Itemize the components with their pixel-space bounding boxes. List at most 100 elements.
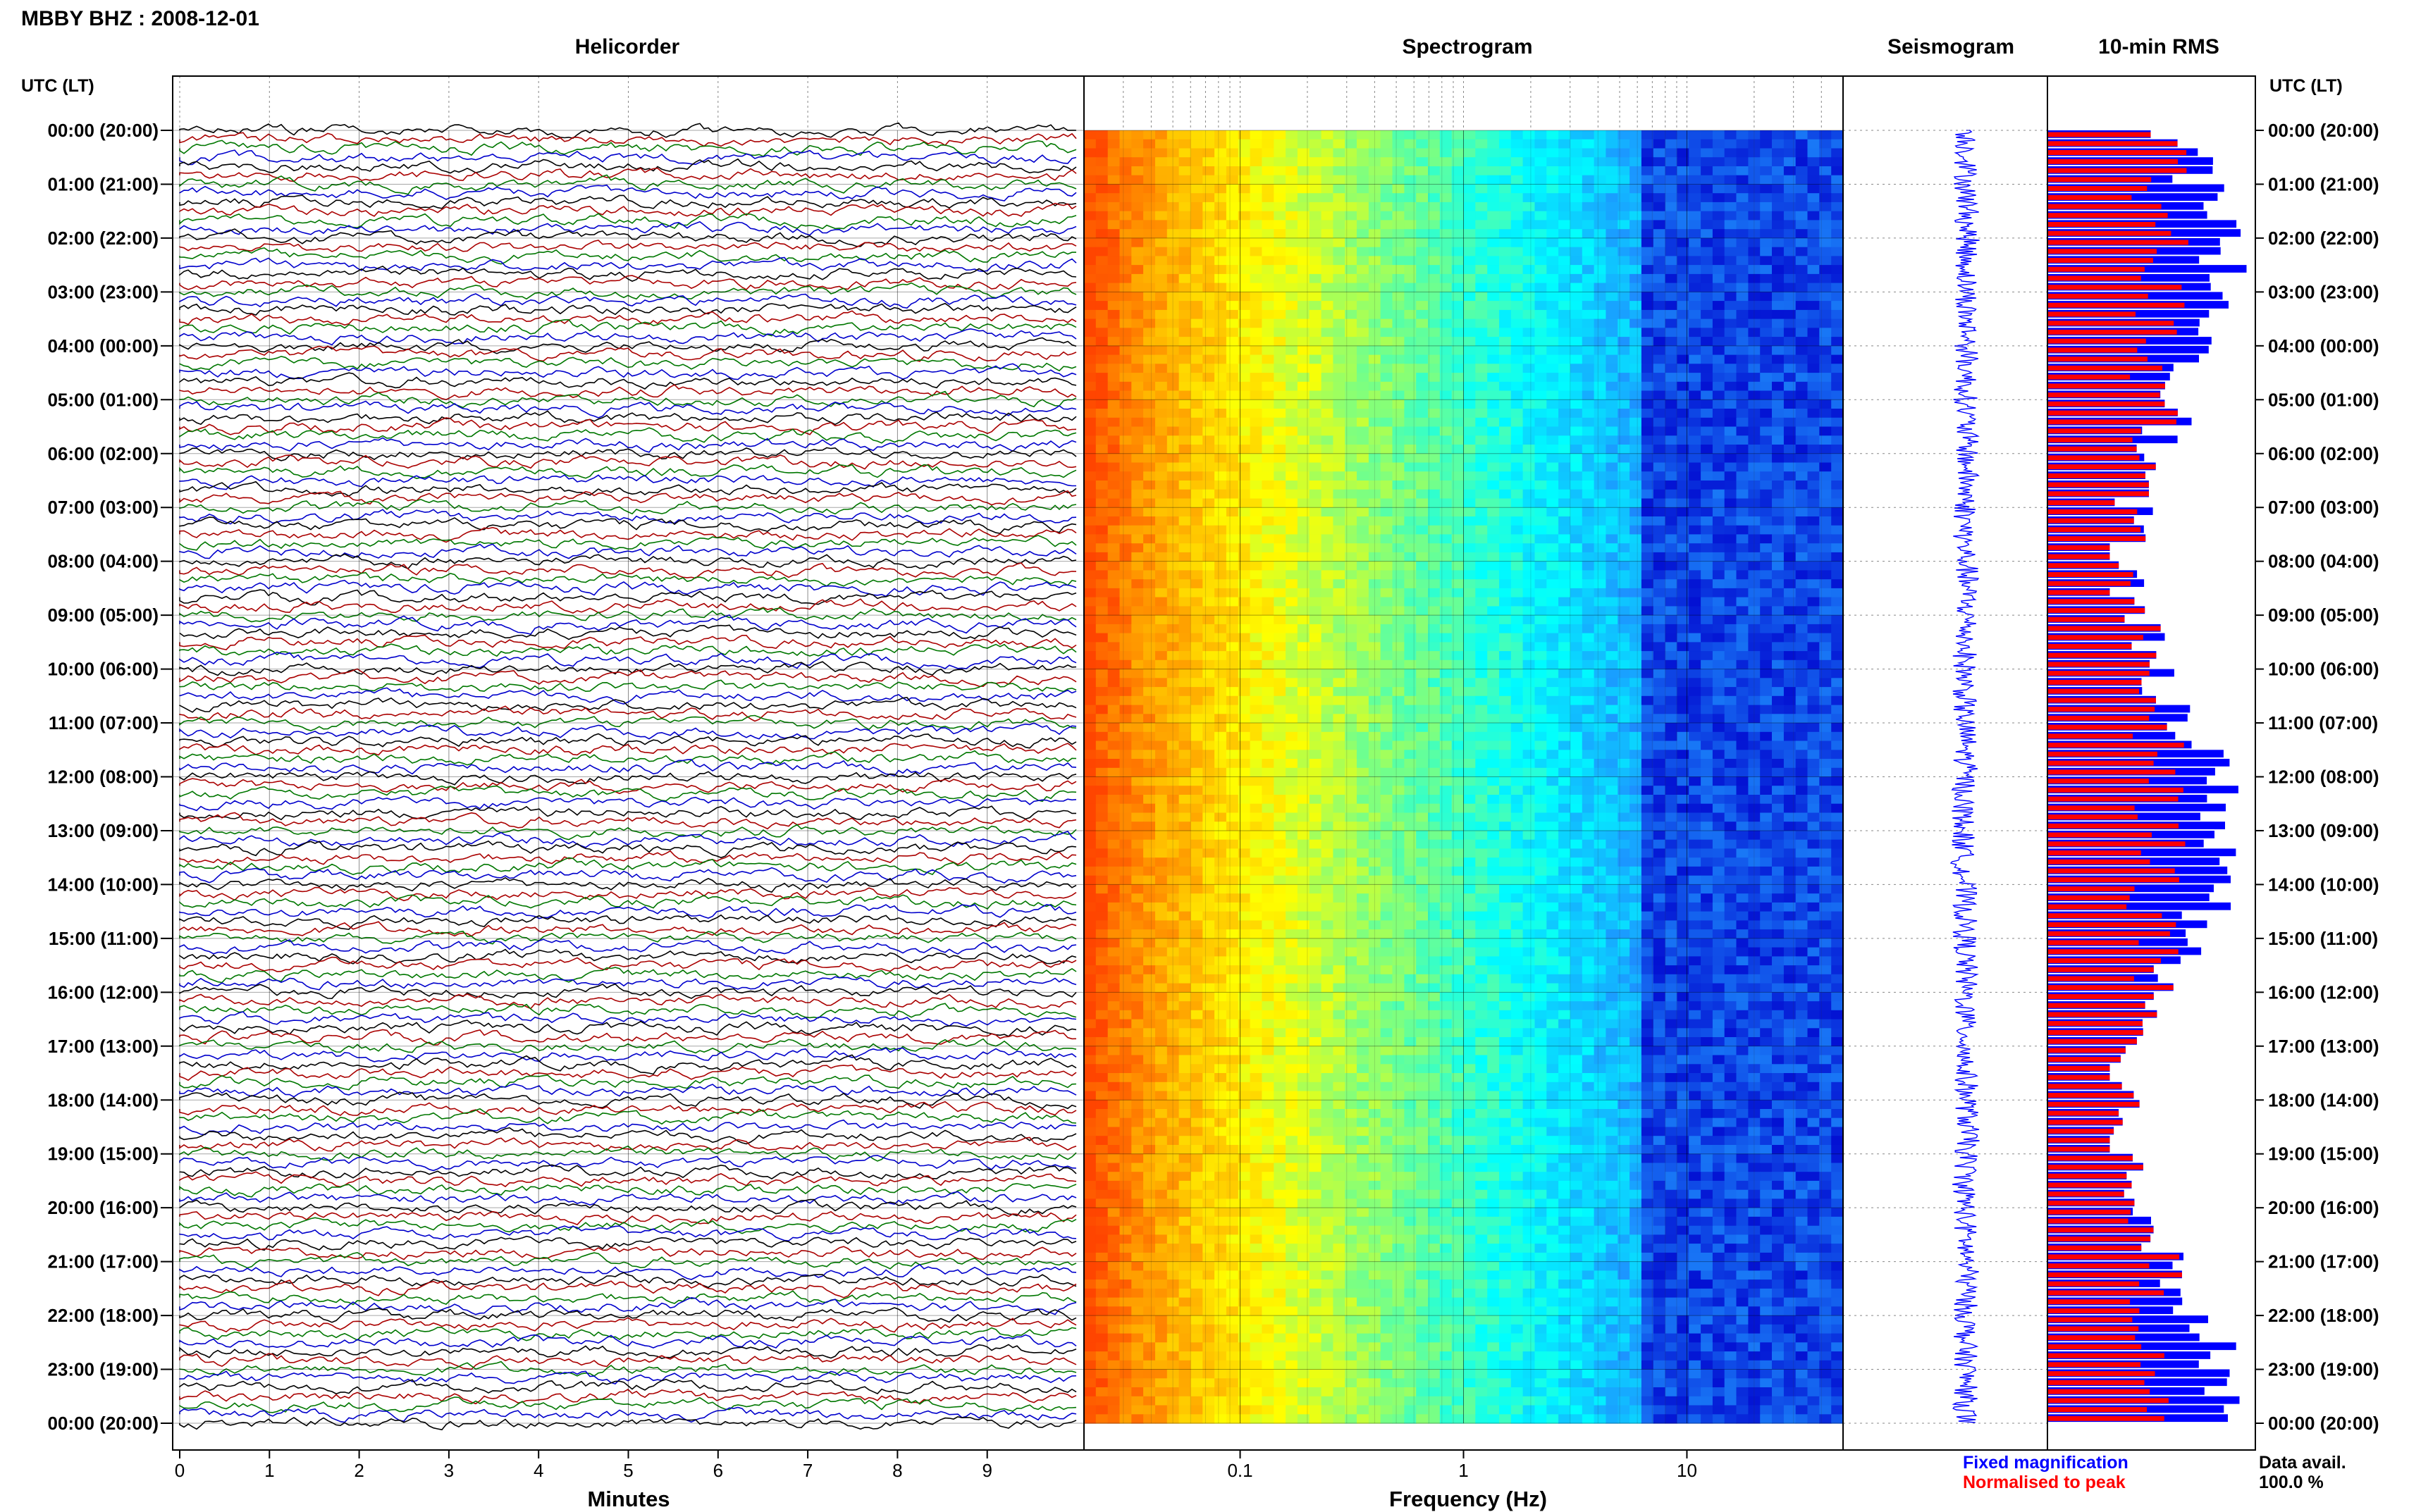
spectrogram-cell (1179, 283, 1191, 292)
spectrogram-cell (1606, 768, 1618, 777)
spectrogram-cell (1155, 490, 1167, 499)
spectrogram-cell (1143, 516, 1155, 526)
spectrogram-cell (1298, 409, 1310, 418)
spectrogram-cell (1298, 471, 1310, 481)
spectrogram-cell (1629, 202, 1641, 211)
spectrogram-cell (1689, 588, 1701, 597)
spectrogram-cell (1760, 238, 1772, 247)
spectrogram-cell (1582, 391, 1594, 400)
spectrogram-cell (1250, 490, 1262, 499)
spectrogram-cell (1772, 786, 1784, 795)
spectrogram-cell (1214, 570, 1226, 579)
spectrogram-cell (1357, 283, 1369, 292)
spectrogram-cell (1321, 202, 1333, 211)
spectrogram-cell (1689, 597, 1701, 607)
spectrogram-cell (1143, 229, 1155, 238)
spectrogram-cell (1286, 274, 1298, 283)
spectrogram-cell (1155, 310, 1167, 319)
spectrogram-cell (1653, 211, 1665, 221)
spectrogram-cell (1131, 355, 1143, 364)
spectrogram-cell (1677, 526, 1689, 535)
spectrogram-cell (1499, 149, 1511, 158)
spectrogram-cell (1321, 391, 1333, 400)
spectrogram-cell (1665, 471, 1677, 481)
spectrogram-cell (1511, 319, 1523, 328)
spectrogram-cell (1416, 750, 1428, 759)
spectrogram-cell (1725, 526, 1737, 535)
spectrogram-cell (1226, 768, 1238, 777)
spectrogram-cell (1772, 534, 1784, 543)
spectrogram-cell (1701, 588, 1713, 597)
spectrogram-cell (1274, 427, 1286, 436)
spectrogram-cell (1274, 678, 1286, 687)
spectrogram-cell (1404, 364, 1416, 373)
spectrogram-cell (1464, 319, 1476, 328)
spectrogram-cell (1701, 435, 1713, 445)
spectrogram-cell (1582, 741, 1594, 750)
spectrogram-cell (1404, 759, 1416, 768)
spectrogram-cell (1570, 669, 1582, 678)
spectrogram-cell (1321, 175, 1333, 185)
spectrogram-cell (1641, 516, 1653, 526)
spectrogram-cell (1226, 247, 1238, 256)
spectrogram-cell (1226, 741, 1238, 750)
spectrogram-cell (1404, 490, 1416, 499)
spectrogram-cell (1179, 274, 1191, 283)
spectrogram-cell (1108, 149, 1120, 158)
spectrogram-cell (1701, 454, 1713, 463)
spectrogram-cell (1416, 552, 1428, 562)
spectrogram-cell (1689, 696, 1701, 705)
spectrogram-cell (1737, 265, 1749, 274)
spectrogram-cell (1262, 490, 1274, 499)
spectrogram-cell (1665, 552, 1677, 562)
spectrogram-cell (1772, 481, 1784, 490)
spectrogram-cell (1570, 507, 1582, 516)
spectrogram-cell (1250, 696, 1262, 705)
spectrogram-cell (1594, 328, 1606, 337)
spectrogram-cell (1214, 526, 1226, 535)
spectrogram-cell (1381, 660, 1393, 669)
spectrogram-cell (1713, 516, 1725, 526)
spectrogram-cell (1131, 157, 1143, 166)
spectrogram-cell (1214, 301, 1226, 310)
spectrogram-cell (1096, 166, 1108, 175)
spectrogram-cell (1428, 552, 1440, 562)
spectrogram-cell (1629, 140, 1641, 149)
spectrogram-cell (1191, 804, 1203, 813)
spectrogram-cell (1689, 301, 1701, 310)
spectrogram-cell (1831, 705, 1843, 714)
spectrogram-cell (1594, 247, 1606, 256)
spectrogram-cell (1131, 471, 1143, 481)
spectrogram-cell (1191, 149, 1203, 158)
spectrogram-cell (1262, 471, 1274, 481)
spectrogram-cell (1523, 166, 1535, 175)
spectrogram-cell (1179, 624, 1191, 633)
spectrogram-cell (1487, 166, 1499, 175)
spectrogram-cell (1191, 526, 1203, 535)
spectrogram-cell (1202, 570, 1214, 579)
spectrogram-cell (1725, 319, 1737, 328)
spectrogram-cell (1653, 238, 1665, 247)
spectrogram-cell (1191, 463, 1203, 472)
spectrogram-cell (1641, 319, 1653, 328)
spectrogram-cell (1416, 606, 1428, 615)
spectrogram-cell (1523, 651, 1535, 660)
spectrogram-cell (1511, 687, 1523, 696)
spectrogram-cell (1202, 328, 1214, 337)
spectrogram-cell (1713, 418, 1725, 427)
spectrogram-cell (1191, 750, 1203, 759)
spectrogram-cell (1250, 310, 1262, 319)
spectrogram-cell (1760, 373, 1772, 382)
spectrogram-cell (1475, 516, 1487, 526)
spectrogram-cell (1143, 130, 1155, 140)
spectrogram-cell (1535, 606, 1547, 615)
spectrogram-cell (1428, 418, 1440, 427)
spectrogram-cell (1202, 687, 1214, 696)
spectrogram-cell (1202, 409, 1214, 418)
spectrogram-cell (1784, 633, 1796, 643)
spectrogram-cell (1084, 705, 1096, 714)
spectrogram-cell (1701, 265, 1713, 274)
spectrogram-cell (1677, 490, 1689, 499)
spectrogram-cell (1226, 570, 1238, 579)
spectrogram-cell (1428, 562, 1440, 571)
